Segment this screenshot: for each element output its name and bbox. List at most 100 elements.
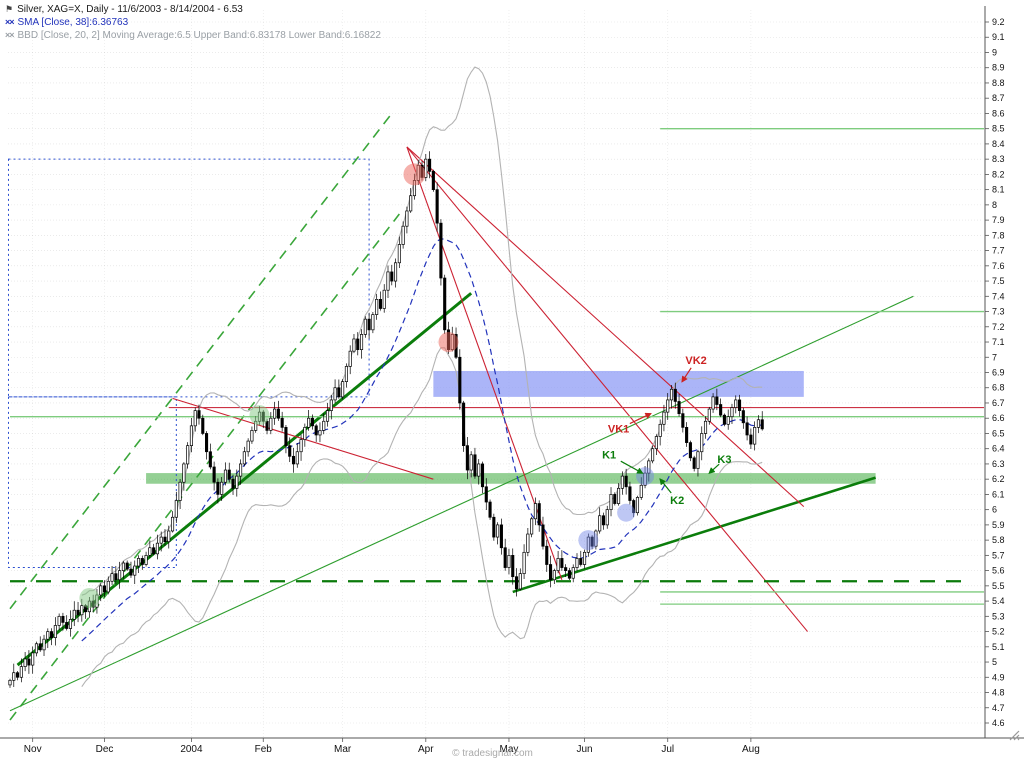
y-axis-label: 8.7 [992,93,1005,103]
axes: 9.2 9.1 9 8.9 8.8 8.7 8.6 8.5 8.4 8.3 8.2 8.1 8 7.9 7.… [0,6,1024,755]
x-axis-label: Jun [576,744,592,755]
x-axis-label: Mar [334,744,352,755]
annotations: VK2 VK1 K1 K2 K3 [602,355,731,507]
bollinger-lower-line [81,347,763,688]
annotation-arrow-K3 [708,463,720,474]
highlight-blue-3 [636,467,655,486]
y-axis-label: 8.1 [992,185,1005,195]
sma-legend-label: SMA [Close, 38]:6.36763 [17,17,129,28]
trendline-downtrend-1[interactable] [406,146,805,508]
y-axis-label: 9.2 [992,17,1005,27]
y-axis-label: 7.3 [992,307,1005,317]
y-axis-label: 7.2 [992,322,1005,332]
annotation-label-K3[interactable]: K3 [717,454,731,466]
moving-average-line [81,238,763,642]
y-axis-label: 6.2 [992,474,1005,484]
legend-bbd-row[interactable]: ×× BBD [Close, 20, 2] Moving Average:6.5 … [5,29,381,42]
annotation-label-VK1[interactable]: VK1 [608,423,629,435]
y-axis-label: 5.2 [992,627,1005,637]
y-axis-label: 7.5 [992,276,1005,286]
y-axis-label: 8.8 [992,78,1005,88]
y-axis-label: 6.4 [992,444,1005,454]
x-axis-label: Dec [96,744,114,755]
y-axis-label: 5.4 [992,596,1005,606]
annotation-arrow-VK1 [629,412,652,425]
annotation-arrow-K1 [620,460,644,474]
instrument-icon: ⚑ [5,4,14,14]
resize-grip-icon[interactable] [1008,729,1020,741]
y-axis-label: 6.8 [992,383,1005,393]
watermark: © tradesignal.com [452,748,533,759]
trendline-channel-lower-dashed[interactable] [9,213,400,721]
annotation-label-VK2[interactable]: VK2 [685,355,706,367]
y-axis-label: 8 [992,200,997,210]
y-axis-label: 6.9 [992,368,1005,378]
y-axis-label: 7 [992,352,997,362]
y-axis-label: 7.1 [992,337,1005,347]
y-axis-label: 4.6 [992,718,1005,728]
y-axis-label: 7.9 [992,215,1005,225]
highlight-green-2 [249,405,270,426]
y-axis-label: 8.4 [992,139,1005,149]
x-axis-label: Nov [24,744,42,755]
zone-support-zone [146,473,876,484]
trendline-resistance-minor[interactable] [172,397,434,480]
annotation-arrow-VK2 [681,367,692,383]
y-axis-label: 5.5 [992,581,1005,591]
y-axis-label: 5.3 [992,611,1005,621]
bbd-indicator-icon: ×× [5,30,14,40]
y-axis-label: 5.1 [992,642,1005,652]
y-axis-label: 5.8 [992,535,1005,545]
y-axis-label: 6.5 [992,428,1005,438]
y-axis-label: 9 [992,47,997,57]
highlight-red-1 [403,163,426,186]
bollinger-upper-line [81,66,763,596]
bbd-legend-label: BBD [Close, 20, 2] Moving Average:6.5 Up… [17,30,381,41]
x-axis-label: Feb [255,744,273,755]
annotation-label-K1[interactable]: K1 [602,449,616,461]
y-axis-label: 6.6 [992,413,1005,423]
y-axis-label: 6.3 [992,459,1005,469]
highlight-red-2 [438,332,459,353]
projection-box-lower[interactable] [7,396,177,569]
highlight-blue-1 [578,530,599,551]
x-axis-label: Aug [742,744,760,755]
x-axis-label: May [500,744,519,755]
x-axis-label: Jul [661,744,674,755]
y-axis-label: 7.7 [992,246,1005,256]
y-axis-label: 8.3 [992,154,1005,164]
highlight-blue-2 [617,503,636,522]
y-axis-label: 6 [992,505,997,515]
legend-sma-row[interactable]: ×× SMA [Close, 38]:6.36763 [5,16,381,29]
instrument-title: Silver, XAG=X, Daily - 11/6/2003 - 8/14/… [17,4,243,15]
sma-indicator-icon: ×× [5,17,14,27]
y-axis-label: 8.2 [992,169,1005,179]
y-axis-label: 4.8 [992,688,1005,698]
y-axis-label: 4.7 [992,703,1005,713]
trendline-longterm-uptrend[interactable] [9,295,914,712]
y-axis-label: 6.7 [992,398,1005,408]
y-axis-label: 5.9 [992,520,1005,530]
y-axis-label: 4.9 [992,672,1005,682]
y-axis-label: 8.6 [992,108,1005,118]
y-axis-label: 5 [992,657,997,667]
chart-legend: ⚑ Silver, XAG=X, Daily - 11/6/2003 - 8/14… [5,3,381,42]
x-axis-label: 2004 [180,744,203,755]
trendline-downtrend-2[interactable] [406,146,809,632]
y-axis-label: 9.1 [992,32,1005,42]
x-axis-label: Apr [418,744,434,755]
y-axis-label: 5.6 [992,566,1005,576]
y-axis-label: 7.6 [992,261,1005,271]
y-axis-label: 8.5 [992,124,1005,134]
legend-instrument-row[interactable]: ⚑ Silver, XAG=X, Daily - 11/6/2003 - 8/14… [5,3,381,16]
trendline-channel-upper-dashed[interactable] [9,112,393,610]
y-axis-label: 7.4 [992,291,1005,301]
y-axis-label: 5.7 [992,550,1005,560]
annotation-arrow-K2 [659,478,672,494]
annotation-label-K2[interactable]: K2 [670,495,684,507]
highlight-green-1 [79,588,100,609]
projection-box-upper[interactable] [7,158,370,398]
